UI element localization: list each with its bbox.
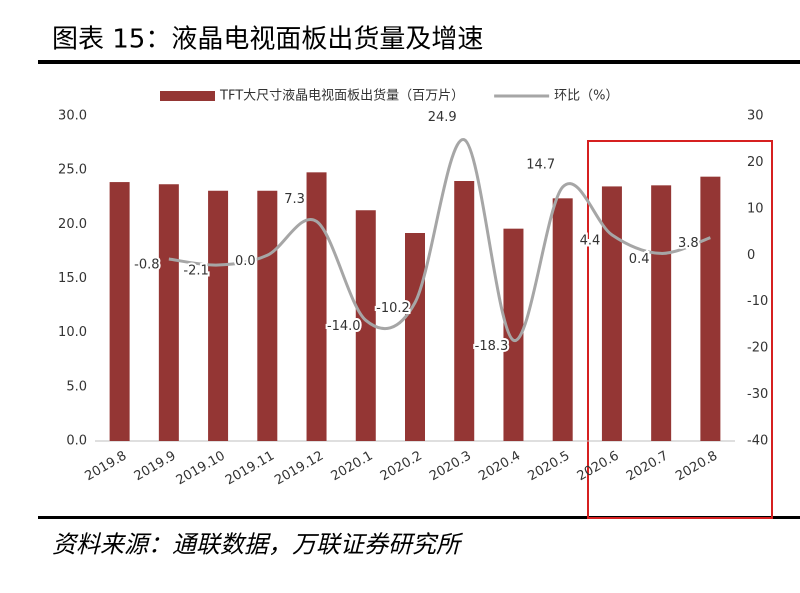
y2-tick-label: 30 [747,109,764,124]
x-tick-label: 2020.1 [329,449,376,485]
legend-swatch [160,91,215,101]
y-tick-label: 15.0 [58,271,87,286]
data-label: 7.3 [284,192,305,207]
legend-label: TFT大尺寸液晶电视面板出货量（百万片） [219,88,464,104]
data-label: 3.8 [678,236,699,251]
y2-tick-label: -40 [747,434,768,449]
data-label: -10.2 [376,301,410,316]
x-tick-label: 2020.5 [526,449,573,485]
bar [208,190,229,441]
data-label: -18.3 [475,339,509,354]
x-tick-label: 2019.10 [174,449,228,489]
legend-label: 环比（%） [554,89,618,104]
x-tick-label: 2020.4 [476,449,523,485]
chart-title: 图表 15：液晶电视面板出货量及增速 [52,25,483,55]
x-tick-label: 2019.12 [272,449,326,489]
y-tick-label: 30.0 [58,109,87,124]
x-tick-label: 2020.2 [378,449,425,485]
bar [158,184,179,441]
data-label: 4.4 [580,233,601,248]
highlight-box [587,140,773,519]
bar [405,233,425,441]
x-tick-label: 2020.3 [427,449,474,485]
y-tick-label: 25.0 [58,163,87,178]
x-tick-label: 2019.9 [132,449,179,485]
bar [355,210,376,441]
title-rule [38,60,800,64]
bar [601,186,622,441]
y2-tick-label: 10 [747,201,764,216]
y2-tick-label: -20 [747,341,768,356]
data-label: -14.0 [327,319,361,334]
bar [109,182,130,442]
x-tick-label: 2019.11 [223,449,277,489]
source: 资料来源：通联数据，万联证券研究所 [52,531,464,559]
data-label: -2.1 [183,264,208,279]
bar [700,176,721,441]
bar [257,190,278,441]
y-tick-label: 0.0 [66,434,87,449]
data-label: 0.0 [235,254,256,269]
data-label: 0.4 [629,252,650,267]
bar [306,172,327,442]
y2-tick-label: 20 [747,155,764,170]
y2-tick-label: -10 [747,294,768,309]
y2-tick-label: -30 [747,387,768,402]
x-tick-label: 2020.6 [575,449,622,485]
y-tick-label: 5.0 [66,379,87,394]
footer-rule [38,516,800,519]
y2-tick-label: 0 [747,248,755,263]
bar [552,198,573,441]
y-tick-label: 20.0 [58,217,87,232]
line [168,138,711,342]
x-tick-label: 2020.7 [624,449,671,485]
x-tick-label: 2020.8 [673,449,720,485]
x-tick-label: 2019.8 [82,449,129,485]
bar [454,181,475,441]
y-tick-label: 10.0 [58,325,87,340]
bar [651,185,672,441]
data-label: 14.7 [526,158,555,173]
bar [503,228,524,441]
data-label: -0.8 [134,258,159,273]
data-label: 24.9 [428,110,457,125]
